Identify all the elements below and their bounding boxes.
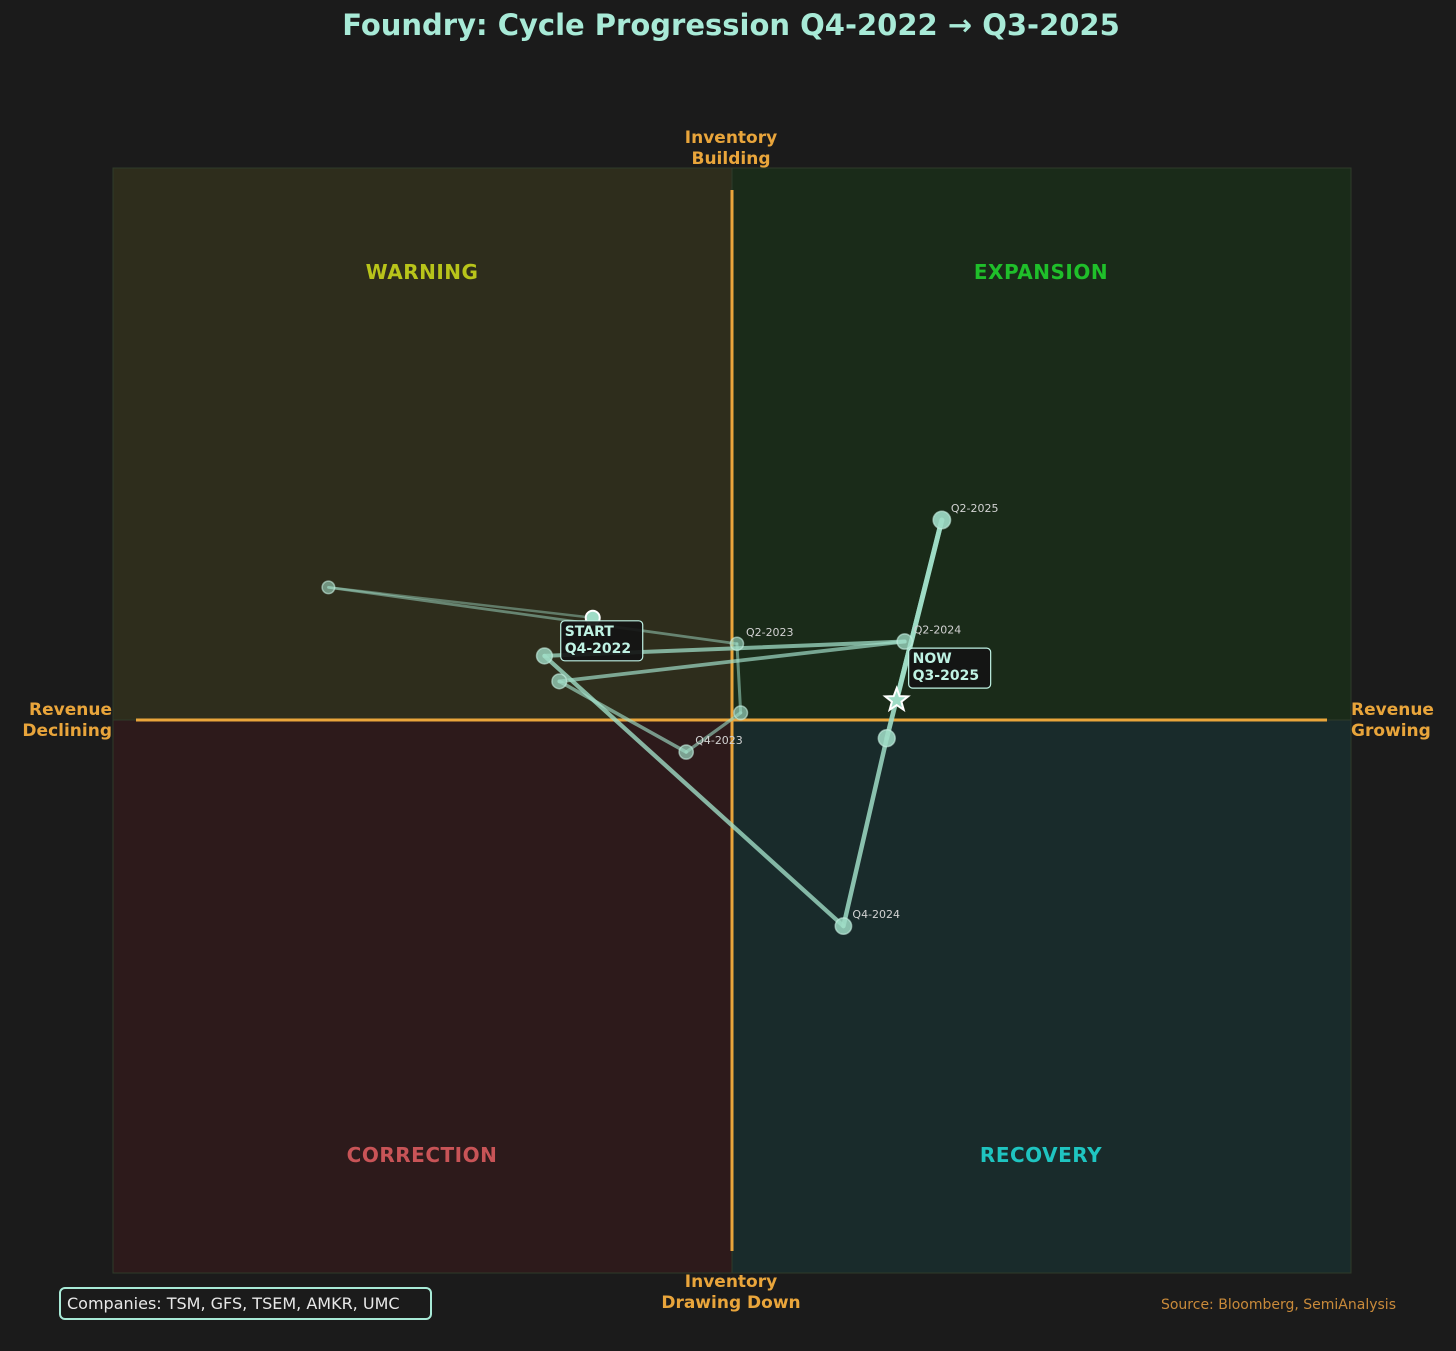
annotation-text-line: START [565, 624, 615, 640]
x-axis-negative-label-line2: Declining [22, 721, 112, 741]
y-axis-positive-label-line1: Inventory [685, 128, 777, 148]
quadrant-labels: WARNING EXPANSION CORRECTION RECOVERY [347, 260, 1108, 1167]
point-label-Q2-2025: Q2-2025 [951, 502, 999, 515]
y-axis-positive-label-line2: Building [692, 149, 771, 169]
point-Q3-2024 [535, 647, 554, 665]
point-label-Q2-2024: Q2-2024 [914, 624, 962, 637]
segment-Q1-2024-to-Q2-2024 [557, 639, 907, 684]
quadrant-correction [112, 719, 733, 1274]
point-Q3-2025-now-marker [882, 685, 911, 713]
companies-box-border [59, 1287, 432, 1320]
y-axis-negative-label-line2: Drawing Down [661, 1293, 800, 1313]
point-label-Q4-2023: Q4-2023 [695, 734, 743, 747]
quadrant-label-warning: WARNING [366, 260, 479, 284]
point-Q1-2023 [321, 580, 336, 595]
companies-box: Companies: TSM, GFS, TSEM, AMKR, UMC [59, 1287, 432, 1320]
segment-Q3-2024-to-Q4-2024 [542, 653, 846, 929]
trajectory-lines [327, 517, 945, 929]
annotation-text-line: Q4-2022 [565, 641, 631, 657]
point-label-Q4-2024: Q4-2024 [852, 908, 900, 921]
segment-Q2-2023-to-Q3-2023 [735, 642, 743, 715]
quadrant-recovery [731, 719, 1352, 1274]
trajectory-points [321, 510, 952, 936]
quadrant-label-expansion: EXPANSION [974, 260, 1108, 284]
point-Q1-2025 [877, 729, 896, 748]
point-Q4-2024 [834, 917, 853, 936]
point-label-Q2-2023: Q2-2023 [746, 626, 794, 639]
point-Q2-2023 [729, 636, 745, 652]
segment-Q3-2023-to-Q4-2023 [684, 711, 743, 754]
annotation-box [560, 620, 644, 662]
source-text: Source: Bloomberg, SemiAnalysis [1161, 1297, 1396, 1313]
chart-title: Foundry: Cycle Progression Q4-2022 → Q3-… [342, 8, 1120, 42]
annotation-box [908, 647, 992, 689]
point-Q2-2025 [932, 510, 952, 530]
x-axis-positive-label-line1: Revenue [1351, 700, 1434, 720]
point-Q4-2023 [678, 744, 695, 760]
annotation-text-line: NOW [913, 651, 952, 667]
y-axis-negative-label-line1: Inventory [685, 1272, 777, 1292]
point-Q1-2024 [551, 673, 568, 690]
companies-text: Companies: TSM, GFS, TSEM, AMKR, UMC [67, 1294, 400, 1313]
segment-Q4-2023-to-Q1-2024 [557, 679, 688, 754]
point-Q3-2023 [733, 705, 749, 721]
quadrant-expansion [731, 167, 1352, 721]
quadrant-backgrounds [112, 167, 1352, 1274]
segment-Q2-2025-to-Q3-2025 [894, 517, 945, 703]
quadrant-label-recovery: RECOVERY [980, 1143, 1102, 1167]
x-axis-positive-label-line2: Growing [1351, 721, 1431, 741]
segment-Q1-2023-to-Q2-2023 [327, 586, 739, 646]
point-Q2-2024 [896, 633, 914, 650]
point-labels: Q2-2023 Q4-2023 Q2-2024 Q4-2024 Q2-2025 [695, 502, 998, 921]
x-axis-negative-label-line1: Revenue [29, 700, 112, 720]
annotation-text-line: Q3-2025 [913, 668, 979, 684]
segment-Q4-2024-to-Q1-2025 [841, 735, 889, 929]
quadrant-label-correction: CORRECTION [347, 1143, 498, 1167]
